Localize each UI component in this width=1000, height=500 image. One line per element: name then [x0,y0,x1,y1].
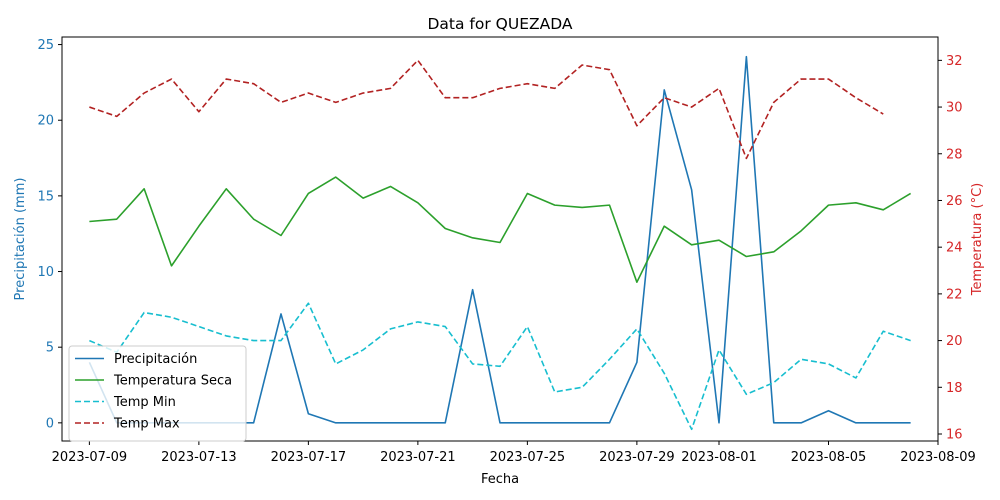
y-left-tick-label: 0 [46,416,54,431]
x-tick-label: 2023-08-01 [681,450,757,465]
y-axis-left: 0 5 10 15 20 25 [37,38,62,431]
y-right-tick-label: 22 [946,287,963,302]
series-line-3 [89,59,884,160]
y-axis-right-label: Temperatura (°C) [970,183,985,296]
y-right-tick-label: 24 [946,241,963,256]
y-axis-left-label: Precipitación (mm) [13,178,28,301]
y-right-tick-label: 30 [946,101,963,116]
x-tick-label: 2023-08-05 [791,450,867,465]
x-tick-label: 2023-07-21 [380,450,456,465]
legend-label-1: Temperatura Seca [113,374,232,389]
y-right-tick-label: 16 [946,427,963,442]
plot-frame [61,36,939,442]
y-axis-right: 16 18 20 22 24 26 28 30 32 [938,54,963,442]
legend-label-3: Temp Max [113,417,180,432]
y-left-tick-label: 10 [37,265,54,280]
y-left-tick-label: 5 [46,341,54,356]
y-right-tick-label: 18 [946,381,963,396]
x-axis-label: Fecha [481,472,519,487]
legend-label-0: Precipitación [114,352,197,367]
x-tick-label: 2023-07-09 [52,450,128,465]
series-line-2 [89,302,911,431]
series-line-1 [89,176,912,283]
chart-title: Data for QUEZADA [427,15,572,33]
legend-label-2: Temp Min [113,395,176,410]
y-left-tick-label: 20 [37,114,54,129]
x-tick-label: 2023-07-17 [271,450,347,465]
y-right-tick-label: 26 [946,194,963,209]
y-right-tick-label: 28 [946,147,963,162]
y-right-tick-label: 32 [946,54,963,69]
x-axis: 2023-07-09 2023-07-13 2023-07-17 2023-07-21… [52,441,976,465]
y-right-tick-label: 20 [946,334,963,349]
x-tick-label: 2023-08-09 [900,450,976,465]
x-tick-label: 2023-07-29 [599,450,675,465]
x-tick-label: 2023-07-25 [490,450,566,465]
x-tick-label: 2023-07-13 [161,450,237,465]
y-left-tick-label: 25 [37,38,54,53]
legend-box [68,345,247,442]
y-left-tick-label: 15 [37,189,54,204]
legend: Precipitación Temperatura Seca Temp Min Tem… [68,345,247,442]
